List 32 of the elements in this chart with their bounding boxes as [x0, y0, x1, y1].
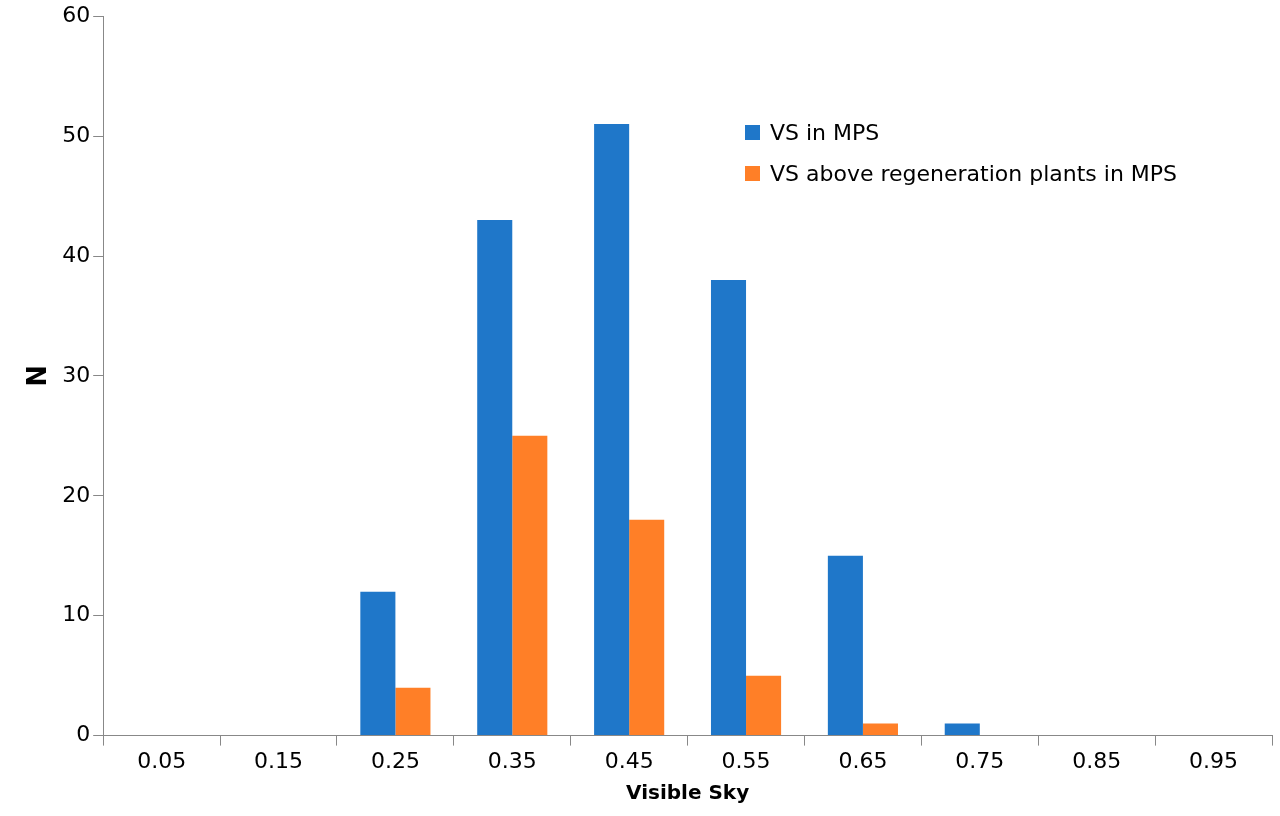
x-tick-label: 0.35: [487, 747, 537, 773]
bar: [512, 435, 548, 736]
y-axis-title: N: [22, 365, 53, 387]
y-tick-label: 0: [76, 721, 91, 747]
bar: [746, 675, 782, 736]
x-tick-label: 0.55: [721, 747, 771, 773]
bar: [629, 519, 665, 736]
bar: [827, 555, 863, 736]
bar: [477, 220, 513, 736]
x-tick-label: 0.85: [1072, 747, 1122, 773]
legend-label: VS above regeneration plants in MPS: [770, 161, 1178, 186]
x-axis-title: Visible Sky: [626, 780, 750, 805]
y-tick-label: 30: [62, 361, 91, 387]
x-tick-label: 0.65: [838, 747, 888, 773]
bar: [944, 723, 980, 736]
bar: [395, 687, 431, 736]
bar: [594, 124, 630, 736]
y-tick-label: 10: [62, 601, 91, 627]
bar: [360, 591, 396, 736]
x-tick-label: 0.15: [254, 747, 304, 773]
y-tick-label: 60: [62, 1, 91, 27]
y-tick-label: 40: [62, 241, 91, 267]
bar: [710, 279, 747, 736]
x-tick-label: 0.05: [137, 747, 187, 773]
x-tick-label: 0.25: [370, 747, 420, 773]
x-tick-label: 0.45: [604, 747, 654, 773]
y-tick-label: 20: [62, 481, 91, 507]
x-tick-label: 0.95: [1189, 747, 1239, 773]
y-tick-label: 50: [62, 121, 91, 147]
legend-label: VS in MPS: [770, 120, 880, 145]
bar: [862, 723, 898, 736]
x-tick-label: 0.75: [955, 747, 1005, 773]
